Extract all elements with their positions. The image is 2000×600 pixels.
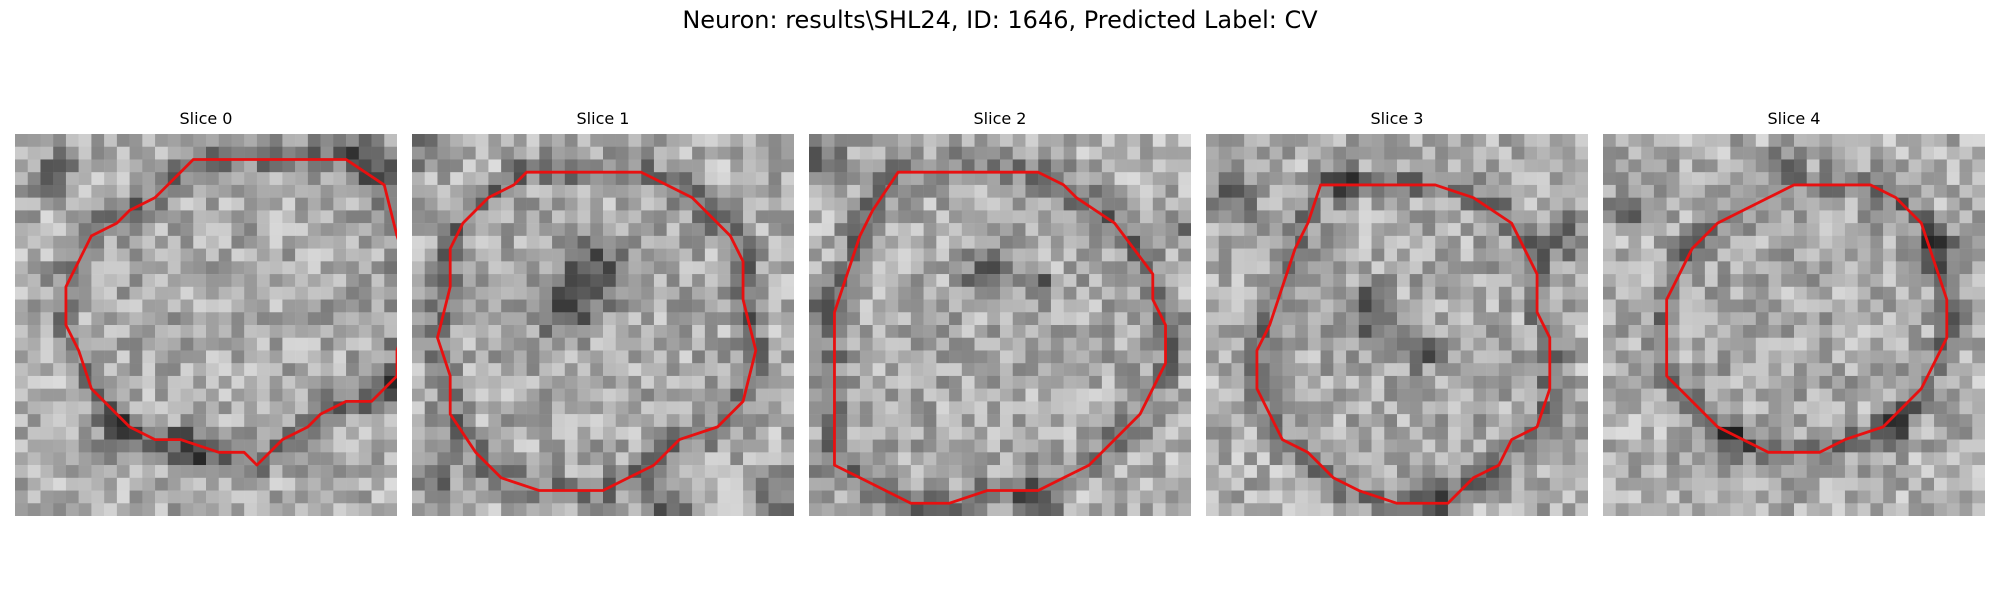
slice-image-0 xyxy=(15,134,397,516)
slice-title: Slice 4 xyxy=(1767,109,1821,128)
slice-panel-4: Slice 4 xyxy=(1603,108,1985,516)
slice-title: Slice 1 xyxy=(576,109,630,128)
slice-image-2 xyxy=(809,134,1191,516)
figure-title: Neuron: results\SHL24, ID: 1646, Predict… xyxy=(682,6,1318,34)
segmentation-contour xyxy=(436,170,758,492)
slice-panel-3: Slice 3 xyxy=(1206,108,1588,516)
slice-panel-1: Slice 1 xyxy=(412,108,794,516)
slice-title: Slice 3 xyxy=(1370,109,1424,128)
slice-title: Slice 0 xyxy=(179,109,233,128)
slice-title: Slice 2 xyxy=(973,109,1027,128)
segmentation-contour xyxy=(1665,183,1949,454)
slice-panel-0: Slice 0 xyxy=(15,108,397,516)
slice-panel-2: Slice 2 xyxy=(809,108,1191,516)
slice-image-3 xyxy=(1206,134,1588,516)
segmentation-contour xyxy=(833,170,1167,505)
segmentation-contour xyxy=(64,158,397,467)
segmentation-contour xyxy=(1255,183,1552,505)
slice-image-1 xyxy=(412,134,794,516)
slice-image-4 xyxy=(1603,134,1985,516)
